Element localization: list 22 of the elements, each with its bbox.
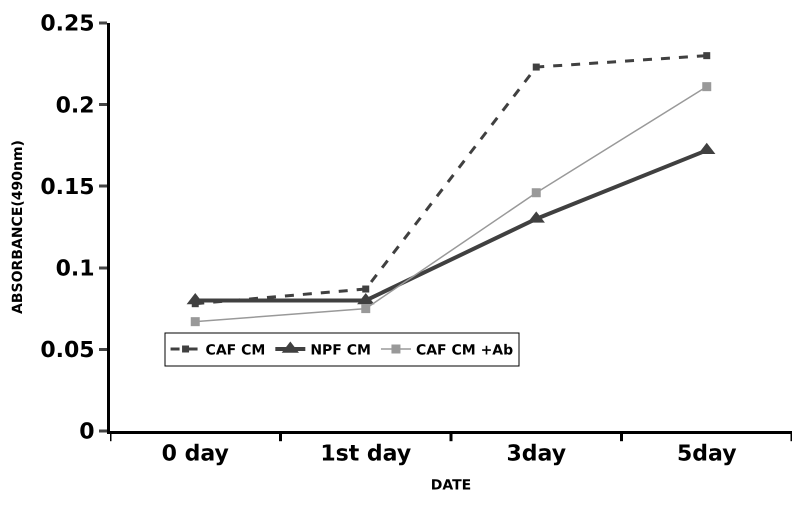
y-tick-label: 0.2 <box>56 93 95 118</box>
x-tick-label: 5day <box>676 441 737 466</box>
point <box>702 82 712 92</box>
x-tick-label: 1st day <box>320 441 412 466</box>
point <box>190 317 200 326</box>
y-tick-label: 0 <box>79 420 95 445</box>
y-axis-title: ABSORBANCE(490nm) <box>10 140 26 314</box>
point <box>532 188 541 198</box>
point <box>361 304 370 314</box>
x-axis-title: DATE <box>430 478 472 494</box>
point <box>362 286 370 293</box>
y-tick-label: 0.1 <box>56 256 95 282</box>
x-tick-label: 3day <box>506 441 566 466</box>
y-tick-label: 0.05 <box>40 338 95 364</box>
legend-label: CAF CM +Ab <box>416 342 514 358</box>
y-tick-label: 0.25 <box>40 12 95 37</box>
point <box>703 52 710 60</box>
y-tick-label: 0.15 <box>40 174 95 200</box>
x-tick-label: 0 day <box>162 441 229 466</box>
legend-label: NPF CM <box>310 342 371 358</box>
legend-label: CAF CM <box>206 342 266 358</box>
point <box>532 64 540 71</box>
